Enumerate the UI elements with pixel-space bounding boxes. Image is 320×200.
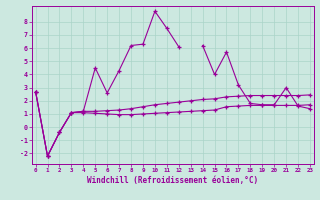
X-axis label: Windchill (Refroidissement éolien,°C): Windchill (Refroidissement éolien,°C) [87, 176, 258, 185]
